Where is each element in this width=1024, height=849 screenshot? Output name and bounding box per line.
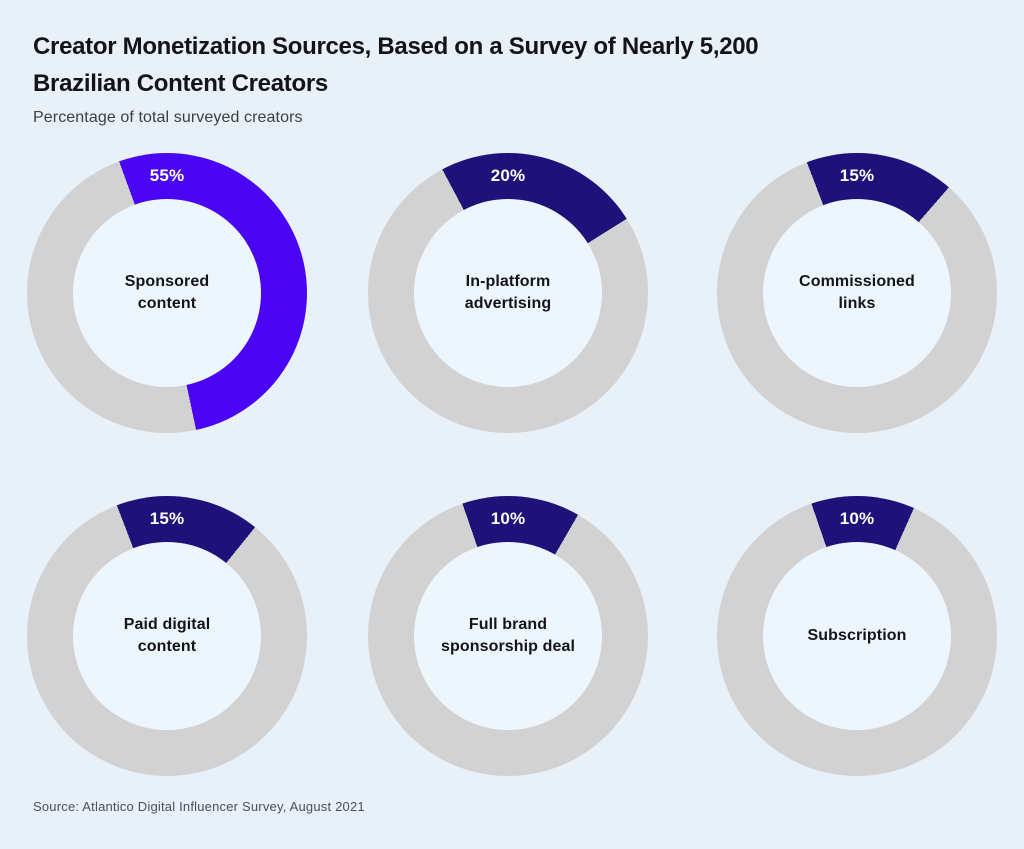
page-title-line-1: Creator Monetization Sources, Based on a…	[33, 33, 759, 60]
donut-center-label: In-platform advertising	[464, 273, 552, 312]
donut-ring: 15% Commissioned links	[717, 153, 997, 433]
donut-percent-label: 10%	[839, 509, 875, 528]
donut-hole: Paid digital content	[73, 542, 261, 730]
page-title-line-2: Brazilian Content Creators	[33, 70, 328, 97]
chart-footer: Source: Atlantico Digital Influencer Sur…	[33, 799, 365, 814]
donut-chart-subscription: 10% Subscription	[717, 496, 997, 776]
donut-ring: 15% Paid digital content	[27, 496, 307, 776]
donut-ring: 10% Full brand sponsorship deal	[368, 496, 648, 776]
donut-ring: 20% In-platform advertising	[368, 153, 648, 433]
donut-hole: Sponsored content	[73, 199, 261, 387]
donut-chart-full-brand-sponsorship-deal: 10% Full brand sponsorship deal	[368, 496, 648, 776]
donut-center-label: Full brand sponsorship deal	[440, 616, 576, 655]
donut-hole: In-platform advertising	[414, 199, 602, 387]
donut-center-label: Commissioned links	[799, 273, 915, 312]
donut-chart-paid-digital-content: 15% Paid digital content	[27, 496, 307, 776]
donut-percent-label: 15%	[149, 509, 185, 528]
donut-ring: 10% Subscription	[717, 496, 997, 776]
donut-center-label: Subscription	[807, 627, 907, 644]
source-note: Source: Atlantico Digital Influencer Sur…	[33, 799, 365, 814]
donut-percent-label: 15%	[839, 166, 875, 185]
donut-percent-label: 55%	[149, 166, 185, 185]
page-subtitle: Percentage of total surveyed creators	[33, 109, 303, 126]
donut-chart-sponsored-content: 55% Sponsored content	[27, 153, 307, 433]
donut-chart-commissioned-links: 15% Commissioned links	[717, 153, 997, 433]
donut-percent-label: 20%	[490, 166, 526, 185]
donut-hole: Full brand sponsorship deal	[414, 542, 602, 730]
donut-hole: Subscription	[763, 542, 951, 730]
donut-center-label: Paid digital content	[123, 616, 211, 655]
donut-chart-in-platform-advertising: 20% In-platform advertising	[368, 153, 648, 433]
chart-header: Creator Monetization Sources, Based on a…	[33, 28, 963, 127]
page-title: Creator Monetization Sources, Based on a…	[33, 28, 963, 102]
donut-center-label: Sponsored content	[124, 273, 210, 312]
donut-hole: Commissioned links	[763, 199, 951, 387]
donut-percent-label: 10%	[490, 509, 526, 528]
donut-ring: 55% Sponsored content	[27, 153, 307, 433]
